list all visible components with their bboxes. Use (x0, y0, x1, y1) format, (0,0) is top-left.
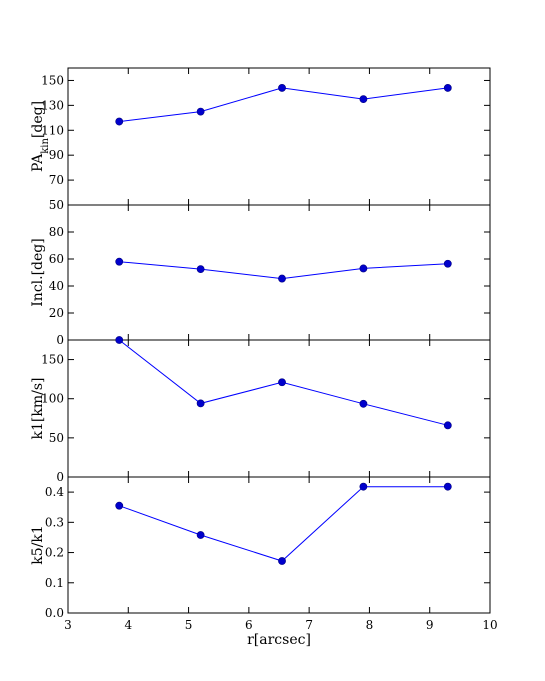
panel-4-ytick-label-1: 0.1 (45, 576, 64, 590)
panel-1-ytick-label-0: 50 (49, 198, 64, 212)
x-axis-label: r[arcsec] (247, 632, 311, 648)
panel-2-point-4 (359, 264, 368, 273)
panel-3-point-3 (278, 378, 286, 387)
panel-4-point-1 (115, 501, 124, 510)
panel-4-ytick-label-0: 0.0 (45, 606, 64, 620)
panel-1-point-3 (278, 84, 286, 92)
panel-1-series-line (119, 87, 448, 123)
panel-4-point-5 (443, 482, 452, 491)
panel-3-point-5 (443, 421, 452, 430)
panel-1-point-2 (196, 107, 205, 116)
panel-1-ytick-label-2: 90 (49, 148, 64, 162)
panel-2-ytick-label-2: 40 (49, 279, 64, 293)
panel-3-point-4 (359, 399, 368, 408)
x-tick-label-2: 5 (185, 618, 193, 632)
panel-3-frame (67, 339, 491, 478)
panel-2-ytick-label-4: 80 (49, 225, 64, 239)
panel-2-point-2 (196, 265, 205, 274)
panel-4-frame (67, 476, 491, 614)
panel-4-ytick-label-3: 0.3 (45, 515, 64, 529)
x-tick-label-5: 8 (366, 618, 374, 632)
panel-4-ylabel: k5/k1 (30, 525, 46, 565)
panel-2-point-3 (278, 274, 286, 283)
panel-2-ytick-label-3: 60 (49, 252, 64, 266)
panel-3-point-2 (196, 399, 205, 408)
panel-4-point-4 (359, 482, 368, 491)
panel-1-point-4 (359, 95, 368, 104)
panel-1-ytick-label-3: 110 (41, 123, 64, 137)
x-tick-label-3: 6 (245, 618, 253, 632)
panel-1-ytick-label-4: 130 (41, 98, 64, 112)
panel-2-ytick-label-1: 20 (49, 306, 64, 320)
panel-2-point-5 (443, 259, 452, 268)
panel-1-ytick-label-5: 150 (41, 73, 64, 87)
panel-4-point-2 (196, 531, 205, 539)
panel-4-series-line (119, 486, 448, 562)
x-tick-label-7: 10 (482, 618, 497, 632)
panel-1-point-1 (115, 117, 124, 126)
x-tick-label-4: 7 (305, 618, 313, 632)
panel-3-ytick-label-2: 100 (41, 392, 64, 406)
panel-2-ytick-label-0: 0 (56, 333, 64, 347)
x-tick-label-6: 9 (426, 618, 434, 632)
panel-1-ylabel: PAkin[deg] (30, 101, 51, 172)
panel-3-ytick-label-3: 150 (41, 353, 64, 367)
panel-3-ytick-label-0: 0 (56, 470, 64, 484)
panel-3-ytick-label-1: 50 (49, 431, 64, 445)
panel-4-ytick-label-2: 0.2 (45, 546, 64, 560)
panel-4-point-3 (278, 557, 286, 565)
x-tick-label-1: 4 (124, 618, 132, 632)
panel-2-frame (67, 204, 491, 341)
panel-3-point-1 (115, 336, 124, 344)
x-tick-label-0: 3 (64, 618, 72, 632)
panel-4-ytick-label-4: 0.4 (45, 485, 64, 499)
panel-1-ytick-label-1: 70 (49, 173, 64, 187)
panel-3-ylabel: k1[km/s] (30, 378, 46, 440)
panel-1-point-5 (443, 84, 452, 92)
panel-2-point-1 (115, 257, 124, 266)
panel-2-ylabel: Incl.[deg] (30, 238, 46, 306)
